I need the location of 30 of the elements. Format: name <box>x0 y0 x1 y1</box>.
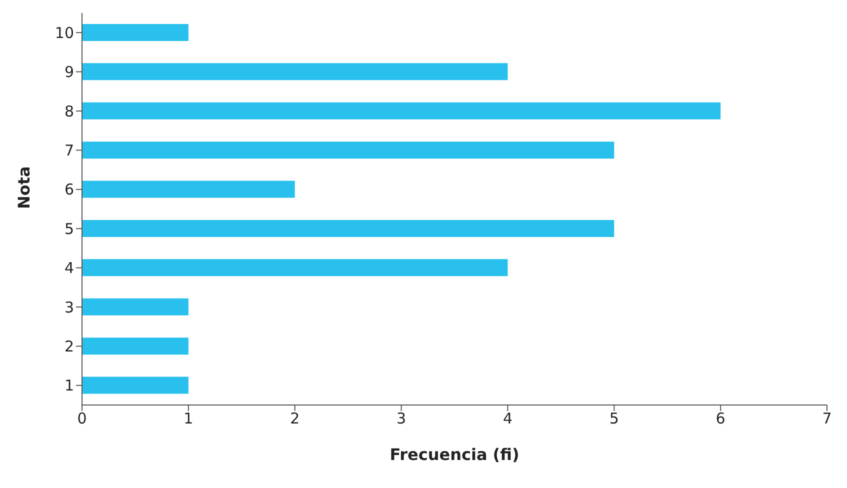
y-tick-label: 1 <box>64 376 74 395</box>
bar <box>82 142 614 159</box>
y-tick-label: 7 <box>64 142 74 160</box>
bar <box>82 63 508 80</box>
x-tick-label: 4 <box>502 410 512 428</box>
y-tick-label: 2 <box>64 338 74 356</box>
y-axis-title: Nota <box>14 166 34 209</box>
bar <box>82 220 614 237</box>
x-tick-label: 2 <box>290 410 300 428</box>
y-tick-label: 9 <box>64 63 74 82</box>
y-tick-label: 6 <box>64 180 74 199</box>
x-tick-label: 5 <box>609 410 619 428</box>
bar <box>82 102 721 120</box>
x-axis-title: Frecuencia (fi) <box>390 445 520 464</box>
bar <box>82 180 295 198</box>
y-tick-label: 8 <box>64 102 74 120</box>
y-tick-label: 5 <box>64 220 74 238</box>
y-tick-label: 4 <box>64 259 74 278</box>
x-tick-label: 7 <box>822 410 832 428</box>
x-tick-label: 6 <box>716 410 726 428</box>
bar <box>82 376 188 394</box>
y-tick-label: 3 <box>64 298 74 316</box>
bar <box>82 338 188 355</box>
bar <box>82 259 508 276</box>
x-tick-label: 1 <box>184 410 194 428</box>
bar <box>82 298 188 316</box>
x-tick-label: 3 <box>396 410 406 428</box>
x-tick-label: 0 <box>77 410 87 428</box>
bar <box>82 24 188 41</box>
y-tick-label: 10 <box>54 24 74 42</box>
